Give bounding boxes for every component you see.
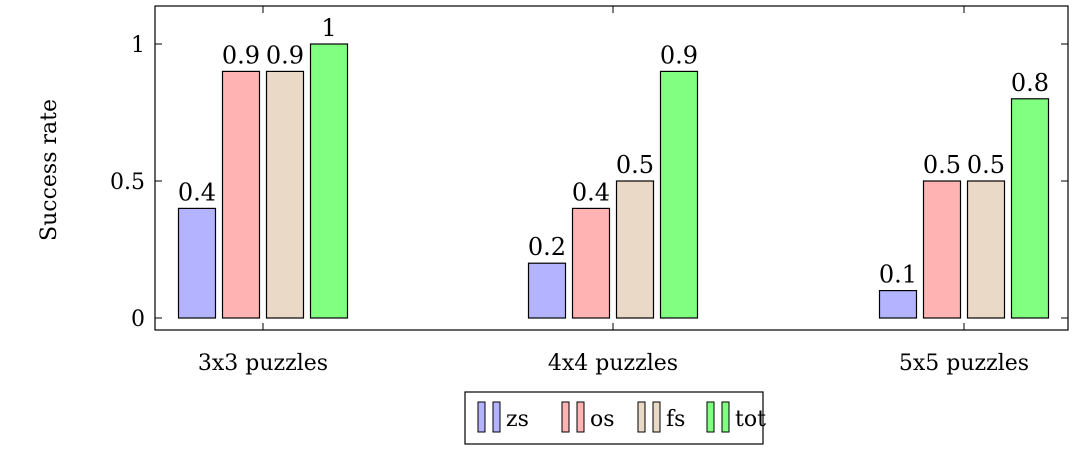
legend-entry-label: fs — [666, 407, 685, 432]
data-label: 0.2 — [528, 233, 566, 261]
y-tick-label: 1 — [131, 33, 145, 58]
bar-tot — [659, 70, 699, 319]
x-category-label: 4x4 puzzles — [548, 351, 678, 376]
legend-swatch — [477, 401, 486, 433]
bar-os — [922, 180, 962, 319]
bar-fs — [265, 70, 305, 319]
data-label: 0.9 — [222, 41, 260, 69]
plot-area: 0.40.20.10.90.40.50.90.5 0.510.90.8 — [177, 14, 1050, 319]
y-tick-label: 0.5 — [110, 170, 145, 195]
legend-swatch — [706, 401, 715, 433]
data-label: 0.4 — [178, 178, 216, 206]
y-axis-label: Success rate — [37, 99, 62, 241]
bar-os — [571, 207, 611, 319]
bar-os — [221, 70, 261, 319]
data-label: 0.9 — [660, 41, 698, 69]
axis-frame — [154, 5, 1069, 331]
x-category-label: 3x3 puzzles — [198, 351, 328, 376]
legend-entry-label: tot — [735, 407, 766, 432]
data-label: 0.5 — [923, 151, 961, 179]
data-label: 0.5 — [967, 151, 1005, 179]
bar-tot — [309, 43, 349, 319]
legend-swatch — [637, 401, 646, 433]
legend-swatch — [576, 401, 585, 433]
data-label: 0.8 — [1011, 69, 1049, 97]
legend: zs os fs tot — [464, 391, 766, 445]
data-label: 0.5 — [616, 151, 654, 179]
data-label: 0.1 — [879, 261, 917, 289]
bar-fs — [966, 180, 1006, 319]
axes: 0 0.5 1 3x3 puzzles 4x4 puzzles 5x5 puzzles — [110, 5, 1069, 376]
legend-swatch — [561, 401, 570, 433]
legend-entry-label: os — [590, 407, 615, 432]
data-label: 0.9 — [266, 41, 304, 69]
bar-zs — [177, 207, 217, 319]
legend-swatch — [721, 401, 730, 433]
data-label: 0.4 — [572, 178, 610, 206]
legend-entry-label: zs — [506, 407, 529, 432]
data-label: 1 — [321, 14, 336, 42]
legend-swatch — [652, 401, 661, 433]
legend-swatch — [492, 401, 501, 433]
y-tick-label: 0 — [131, 307, 145, 332]
bar-zs — [878, 290, 918, 319]
bar-tot — [1010, 98, 1050, 319]
x-category-label: 5x5 puzzles — [899, 351, 1029, 376]
bar-fs — [615, 180, 655, 319]
bar-zs — [527, 262, 567, 319]
